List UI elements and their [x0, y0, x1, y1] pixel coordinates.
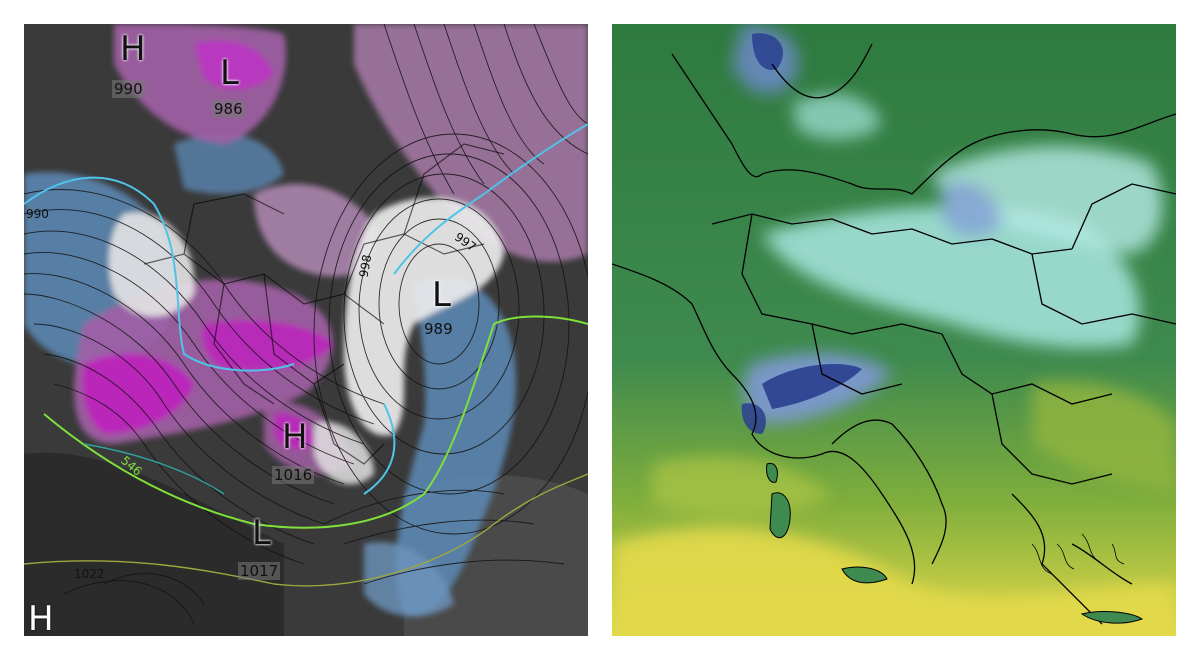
low-pressure-value-2: 989	[424, 320, 453, 338]
precipitation-pressure-map: H 990 L 986 L 989 H 1016 L 1017 H 546 99…	[24, 24, 588, 636]
islands	[766, 462, 1144, 624]
cold-cores	[741, 33, 862, 434]
thickness-lines	[24, 123, 588, 587]
country-borders	[143, 143, 505, 465]
low-pressure-value-3: 1017	[238, 562, 281, 580]
aegean-coast-detail	[1031, 533, 1125, 575]
isobar-label-1022: 1022	[74, 567, 105, 581]
high-pressure-label-3: H	[28, 599, 54, 636]
left-map-graphics	[24, 24, 588, 636]
isobar-label-990: 990	[26, 207, 49, 221]
high-pressure-value-2: 1016	[272, 466, 315, 484]
sea-dark-sw	[24, 452, 284, 636]
high-pressure-label-2: H	[282, 417, 308, 457]
isobar-label-998: 998	[356, 253, 375, 279]
low-pressure-label-2: L	[432, 275, 451, 315]
low-pressure-label-1: L	[220, 53, 239, 93]
right-map-graphics	[612, 24, 1176, 636]
high-pressure-value-1: 990	[112, 80, 145, 98]
low-pressure-value-1: 986	[212, 100, 245, 118]
low-pressure-label-3: L	[252, 513, 271, 553]
high-pressure-label-1: H	[120, 29, 146, 69]
temperature-map	[612, 24, 1176, 636]
coastlines-borders	[612, 43, 1176, 625]
